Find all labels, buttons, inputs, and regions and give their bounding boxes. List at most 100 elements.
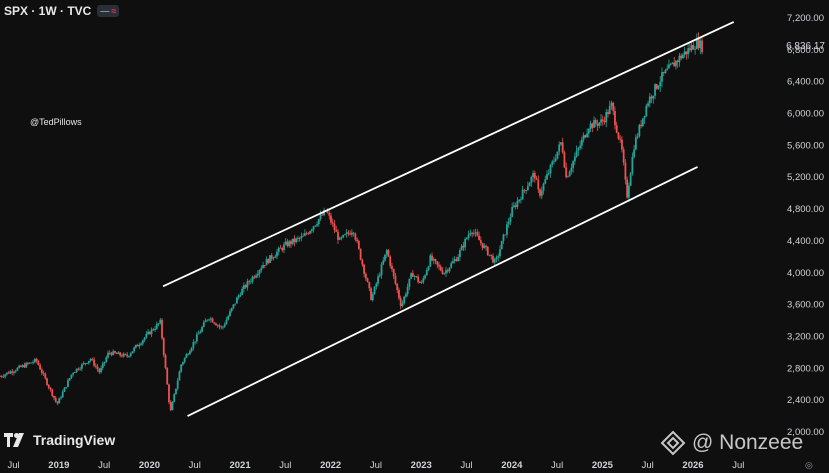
candle-body	[573, 156, 576, 162]
price-tick-label: 5,200.00	[787, 172, 824, 183]
candle-body	[685, 51, 688, 55]
candle-body	[112, 351, 115, 356]
candle-body	[295, 238, 298, 243]
candle-body	[622, 149, 625, 163]
candle-body	[556, 151, 559, 159]
candle-body	[108, 352, 111, 354]
candle-body	[690, 45, 693, 51]
candle-body	[603, 121, 606, 123]
candle-body	[506, 224, 508, 235]
candle-body	[91, 359, 94, 360]
candle-body	[424, 275, 426, 279]
candle-body	[337, 231, 339, 240]
candle-body	[636, 136, 639, 138]
candle-body	[117, 352, 120, 355]
candle-body	[394, 275, 397, 284]
candle-body	[507, 221, 510, 225]
candle-body	[532, 173, 534, 178]
candle-body	[697, 38, 700, 49]
candle-body	[199, 331, 202, 334]
trend-channel[interactable]	[162, 21, 735, 417]
axis-settings-icon[interactable]: ◎	[805, 460, 813, 470]
diamond-logo-icon	[660, 430, 686, 456]
candle-body	[18, 365, 21, 368]
candle-body	[183, 357, 186, 363]
candle-body	[211, 318, 214, 323]
time-tick-label: Jul	[370, 460, 382, 471]
candle-body	[398, 290, 400, 299]
tradingview-logo-text: TradingView	[33, 432, 116, 448]
candle-body	[659, 81, 662, 87]
candle-body	[0, 376, 3, 378]
candle-body	[302, 235, 305, 237]
candle-body	[408, 278, 411, 287]
candle-body	[540, 190, 543, 196]
price-tick-label: 3,200.00	[787, 331, 824, 342]
watermark-text: @ Nonzeee	[692, 431, 804, 454]
candle-body	[357, 241, 360, 249]
candle-body	[0, 376, 1, 378]
candle-body	[80, 364, 83, 369]
candle-body	[82, 363, 85, 365]
candle-body	[270, 255, 273, 259]
candle-body	[406, 286, 409, 294]
candle-body	[523, 189, 526, 191]
symbol-header[interactable]: SPX · 1W · TVC — ≈	[4, 3, 120, 19]
candle-body	[114, 351, 116, 353]
candle-body	[560, 142, 562, 145]
candle-body	[446, 270, 449, 272]
candle-body	[272, 257, 275, 259]
candle-body	[232, 304, 235, 308]
time-tick-label: Jul	[98, 460, 110, 471]
candle-body	[373, 286, 376, 295]
collapse-toggle-button[interactable]: — ≈	[97, 5, 120, 17]
candle-body	[359, 248, 362, 260]
price-axis[interactable]: 7,200.00 6,800.00 6,400.00 6,000.00 5,600.00…	[787, 13, 824, 438]
candle-body	[568, 171, 571, 177]
candle-body	[340, 237, 343, 239]
candle-body	[521, 189, 524, 200]
candle-body	[671, 62, 674, 65]
candle-body	[195, 334, 198, 342]
candle-body	[234, 303, 237, 305]
candle-body	[166, 368, 169, 385]
candle-body	[134, 344, 137, 348]
candle-body	[420, 282, 423, 283]
candle-body	[349, 233, 352, 235]
candle-body	[669, 64, 672, 65]
time-axis[interactable]: Jul 2019 Jul 2020 Jul 2021 Jul 2022 Jul 2023 Jul 20…	[8, 460, 745, 471]
candle-body	[56, 401, 59, 404]
candle-body	[175, 388, 177, 394]
candle-body	[478, 235, 480, 241]
candle-body	[276, 251, 278, 257]
candle-body	[37, 361, 40, 365]
candle-body	[145, 333, 148, 338]
candle-body	[290, 241, 292, 245]
candle-body	[47, 384, 50, 388]
candle-body	[401, 303, 404, 307]
candle-body	[267, 259, 270, 263]
candle-body	[680, 55, 683, 59]
candle-body	[223, 324, 226, 327]
candle-body	[443, 273, 446, 275]
candle-body	[429, 255, 432, 267]
candle-body	[499, 249, 501, 257]
candle-body	[509, 216, 512, 222]
tradingview-logo-icon	[4, 433, 24, 447]
candle-body	[676, 60, 679, 63]
candle-body	[438, 264, 440, 267]
candle-body	[675, 60, 677, 67]
candle-body	[567, 176, 569, 178]
candle-body	[98, 369, 101, 373]
candle-body	[471, 232, 474, 234]
candle-body	[230, 307, 233, 312]
candle-body	[643, 115, 646, 119]
candle-body	[657, 86, 660, 89]
time-tick-label: Jul	[732, 460, 744, 471]
candle-body	[598, 122, 601, 126]
candle-body	[176, 380, 179, 389]
candle-body	[354, 233, 357, 240]
candle-body	[411, 273, 414, 277]
candle-body	[453, 259, 456, 262]
